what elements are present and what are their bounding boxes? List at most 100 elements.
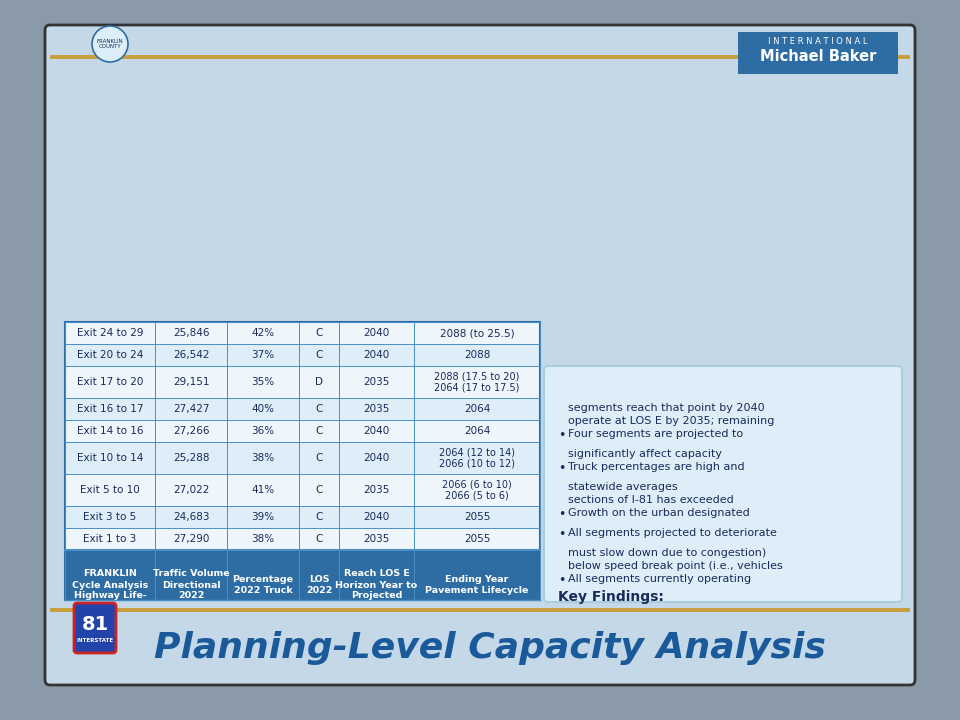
Text: 24,683: 24,683: [173, 512, 209, 522]
Text: 2040: 2040: [364, 328, 390, 338]
Text: 27,266: 27,266: [173, 426, 209, 436]
Text: Exit 14 to 16: Exit 14 to 16: [77, 426, 143, 436]
Text: 25,288: 25,288: [173, 453, 209, 463]
Circle shape: [92, 26, 128, 62]
Text: 2064 (17 to 17.5): 2064 (17 to 17.5): [434, 382, 519, 392]
FancyBboxPatch shape: [74, 603, 116, 653]
Text: 29,151: 29,151: [173, 377, 209, 387]
Text: 2040: 2040: [364, 426, 390, 436]
Text: All segments currently operating: All segments currently operating: [568, 574, 751, 584]
Text: Exit 24 to 29: Exit 24 to 29: [77, 328, 143, 338]
Text: FRANKLIN
COUNTY: FRANKLIN COUNTY: [97, 39, 124, 50]
Text: C: C: [315, 404, 323, 414]
Bar: [65, 506, 540, 528]
Text: 2035: 2035: [363, 534, 390, 544]
Bar: [50, 608, 910, 612]
Bar: [65, 550, 540, 600]
Text: Directional: Directional: [161, 580, 220, 590]
Text: All segments projected to deteriorate: All segments projected to deteriorate: [568, 528, 777, 538]
Text: 38%: 38%: [252, 534, 275, 544]
Text: Key Findings:: Key Findings:: [558, 590, 664, 604]
Text: significantly affect capacity: significantly affect capacity: [568, 449, 722, 459]
Text: 2055: 2055: [464, 534, 491, 544]
Text: •: •: [558, 528, 565, 541]
Text: Cycle Analysis: Cycle Analysis: [72, 580, 148, 590]
Text: FRANKLIN: FRANKLIN: [84, 570, 137, 578]
Text: Exit 20 to 24: Exit 20 to 24: [77, 350, 143, 360]
Text: C: C: [315, 426, 323, 436]
Text: 2035: 2035: [363, 377, 390, 387]
Bar: [50, 55, 910, 59]
Text: C: C: [315, 453, 323, 463]
Text: C: C: [315, 350, 323, 360]
Bar: [65, 322, 540, 344]
Text: 27,290: 27,290: [173, 534, 209, 544]
Text: Highway Life-: Highway Life-: [74, 592, 146, 600]
Text: 26,542: 26,542: [173, 350, 209, 360]
Text: 2035: 2035: [363, 485, 390, 495]
Text: 25,846: 25,846: [173, 328, 209, 338]
Text: •: •: [558, 462, 565, 475]
Text: 2035: 2035: [363, 404, 390, 414]
Text: •: •: [558, 574, 565, 587]
Bar: [65, 528, 540, 550]
Text: Percentage: Percentage: [232, 575, 294, 584]
Bar: [65, 442, 540, 474]
Text: 2022: 2022: [306, 586, 332, 595]
Text: C: C: [315, 328, 323, 338]
Text: •: •: [558, 429, 565, 442]
FancyBboxPatch shape: [544, 366, 902, 602]
Text: statewide averages: statewide averages: [568, 482, 678, 492]
Text: LOS: LOS: [309, 575, 329, 584]
Bar: [65, 344, 540, 366]
Text: 2088: 2088: [464, 350, 491, 360]
Text: 2055: 2055: [464, 512, 491, 522]
Text: 2088 (to 25.5): 2088 (to 25.5): [440, 328, 515, 338]
Text: D: D: [315, 377, 323, 387]
Text: Michael Baker: Michael Baker: [759, 48, 876, 63]
Text: Exit 10 to 14: Exit 10 to 14: [77, 453, 143, 463]
Text: 2064: 2064: [464, 426, 491, 436]
Text: C: C: [315, 534, 323, 544]
Text: I N T E R N A T I O N A L: I N T E R N A T I O N A L: [768, 37, 868, 45]
Text: 41%: 41%: [252, 485, 275, 495]
Text: 27,022: 27,022: [173, 485, 209, 495]
Text: Truck percentages are high and: Truck percentages are high and: [568, 462, 745, 472]
Text: Four segments are projected to: Four segments are projected to: [568, 429, 743, 439]
Bar: [65, 322, 540, 600]
Text: 2040: 2040: [364, 512, 390, 522]
Text: 37%: 37%: [252, 350, 275, 360]
Text: 2040: 2040: [364, 350, 390, 360]
Text: Ending Year: Ending Year: [445, 575, 509, 584]
Text: Pavement Lifecycle: Pavement Lifecycle: [425, 586, 529, 595]
Text: Exit 1 to 3: Exit 1 to 3: [84, 534, 136, 544]
Text: 35%: 35%: [252, 377, 275, 387]
Text: 36%: 36%: [252, 426, 275, 436]
Text: 42%: 42%: [252, 328, 275, 338]
Text: 39%: 39%: [252, 512, 275, 522]
Text: •: •: [558, 508, 565, 521]
Text: 2088 (17.5 to 20): 2088 (17.5 to 20): [434, 372, 519, 382]
Bar: [738, 32, 898, 74]
Text: Exit 5 to 10: Exit 5 to 10: [80, 485, 140, 495]
Text: 2064: 2064: [464, 404, 491, 414]
Text: C: C: [315, 485, 323, 495]
Text: INTERSTATE: INTERSTATE: [77, 639, 113, 644]
Text: C: C: [315, 512, 323, 522]
Text: Exit 3 to 5: Exit 3 to 5: [84, 512, 136, 522]
Text: Exit 16 to 17: Exit 16 to 17: [77, 404, 143, 414]
Text: Projected: Projected: [350, 592, 402, 600]
Text: Exit 17 to 20: Exit 17 to 20: [77, 377, 143, 387]
Text: Traffic Volume: Traffic Volume: [153, 570, 229, 578]
Text: Reach LOS E: Reach LOS E: [344, 570, 409, 578]
Text: below speed break point (i.e., vehicles: below speed break point (i.e., vehicles: [568, 561, 782, 571]
Text: 27,427: 27,427: [173, 404, 209, 414]
Text: Planning-Level Capacity Analysis: Planning-Level Capacity Analysis: [154, 631, 826, 665]
Bar: [65, 398, 540, 420]
Bar: [65, 366, 540, 398]
Text: 38%: 38%: [252, 453, 275, 463]
Text: 2066 (10 to 12): 2066 (10 to 12): [439, 459, 515, 469]
Text: 2066 (5 to 6): 2066 (5 to 6): [445, 490, 509, 500]
Text: Horizon Year to: Horizon Year to: [335, 580, 418, 590]
Text: must slow down due to congestion): must slow down due to congestion): [568, 548, 766, 558]
